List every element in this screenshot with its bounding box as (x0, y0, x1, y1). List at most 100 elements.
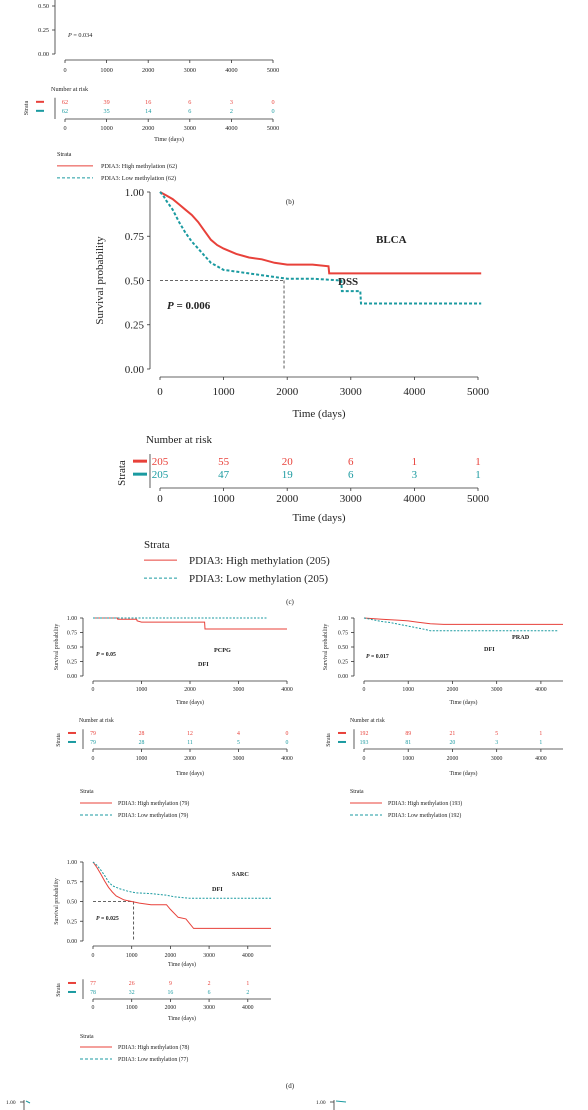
legend-title: Strata (80, 789, 94, 795)
risk-count-high: 12 (187, 731, 193, 737)
risk-count-low: 1 (539, 740, 542, 746)
risk-count-high: 0 (286, 731, 289, 737)
risk-table-title: Number at risk (51, 86, 89, 93)
risk-count-low: 1 (475, 469, 481, 481)
legend-high-label: PDIA3: High methylation (62) (101, 163, 177, 170)
x-tick-label: 1000 (213, 386, 236, 398)
chart-title: PCPG (214, 647, 231, 654)
legend-high-label: PDIA3: High methylation (79) (118, 800, 189, 807)
x-tick-label: 3000 (184, 67, 196, 74)
risk-table-title: Number at risk (79, 718, 114, 724)
risk-x-tick-label: 2000 (184, 756, 196, 762)
risk-x-tick-label: 0 (363, 756, 366, 762)
risk-count-low: 205 (152, 469, 169, 481)
risk-x-tick-label: 1000 (100, 125, 112, 132)
risk-x-tick-label: 4000 (535, 756, 547, 762)
risk-x-tick-label: 2000 (142, 125, 154, 132)
risk-count-high: 6 (188, 99, 191, 106)
x-tick-label: 1000 (126, 953, 138, 959)
risk-count-high: 55 (218, 456, 230, 468)
risk-count-low: 11 (187, 740, 193, 746)
x-tick-label: 3000 (233, 687, 245, 693)
risk-x-tick-label: 4000 (225, 125, 237, 132)
x-tick-label: 4000 (281, 687, 293, 693)
x-tick-label: 3000 (340, 386, 363, 398)
risk-x-tick-label: 0 (157, 493, 163, 505)
p-symbol: P (67, 32, 72, 39)
risk-count-low: 62 (62, 108, 68, 115)
y-tick-label: 1.00 (67, 860, 77, 866)
y-axis-label: Survival probability (54, 878, 60, 925)
risk-strata-label: Strata (23, 101, 30, 116)
y-axis-label: Survival probability (323, 624, 329, 671)
risk-x-axis-label: Time (days) (450, 770, 478, 777)
legend-high-label: PDIA3: High methylation (205) (189, 555, 330, 567)
p-value-number: = 0.05 (100, 652, 116, 658)
legend-title: Strata (144, 539, 170, 551)
risk-x-tick-label: 3000 (184, 125, 196, 132)
chart-subtitle: DFI (198, 661, 209, 668)
x-tick-label: 1000 (402, 687, 414, 693)
risk-x-tick-label: 3000 (491, 756, 503, 762)
risk-count-high: 2 (208, 981, 211, 987)
risk-count-high: 4 (237, 731, 240, 737)
x-tick-label: 5000 (467, 386, 490, 398)
y-tick-label: 0.00 (67, 674, 77, 680)
legend-title: Strata (57, 151, 72, 158)
risk-x-tick-label: 2000 (276, 493, 299, 505)
p-symbol: P (96, 652, 100, 658)
risk-count-low: 3 (412, 469, 418, 481)
risk-count-high: 0 (271, 99, 274, 106)
risk-x-tick-label: 2000 (447, 756, 459, 762)
y-tick-label: 0.50 (338, 645, 348, 651)
p-value-number: = 0.006 (174, 300, 211, 312)
x-tick-label: 0 (92, 687, 95, 693)
p-value-label: P = 0.006 (167, 300, 211, 312)
high-methylation-curve (159, 191, 482, 275)
legend-low-label: PDIA3: Low methylation (62) (101, 175, 176, 182)
bottom-right-ytick-label: 1.00 (316, 1100, 326, 1106)
risk-count-low: 14 (145, 108, 151, 115)
risk-strata-label: Strata (326, 733, 332, 747)
panel-label: (b) (286, 198, 295, 206)
risk-x-tick-label: 4000 (403, 493, 426, 505)
risk-x-tick-label: 3000 (233, 756, 245, 762)
y-tick-label: 1.00 (125, 187, 145, 199)
risk-count-low: 0 (286, 740, 289, 746)
risk-count-high: 5 (495, 731, 498, 737)
risk-count-low: 78 (90, 990, 96, 996)
legend-low-label: PDIA3: Low methylation (192) (388, 812, 461, 819)
risk-count-high: 3 (230, 99, 233, 106)
bottom-left-curve-stub (25, 1100, 31, 1104)
y-tick-label: 0.25 (67, 919, 77, 925)
y-tick-label: 0.75 (67, 631, 77, 637)
risk-x-tick-label: 0 (63, 125, 66, 132)
y-tick-label: 0.25 (125, 320, 145, 332)
y-axis-label: Survival probability (54, 624, 60, 671)
x-tick-label: 2000 (276, 386, 299, 398)
y-tick-label: 0.00 (67, 939, 77, 945)
risk-count-high: 28 (139, 731, 145, 737)
p-value-label: P = 0.034 (67, 32, 92, 39)
x-tick-label: 2000 (447, 687, 459, 693)
risk-x-tick-label: 1000 (136, 756, 148, 762)
y-tick-label: 0.00 (125, 364, 145, 376)
bottom-left-ytick-label: 1.00 (6, 1100, 16, 1106)
y-tick-label: 0.50 (125, 275, 145, 287)
y-tick-label: 0.00 (38, 51, 49, 58)
p-value-number: = 0.034 (72, 32, 93, 39)
p-value-label: P = 0.025 (96, 916, 119, 922)
y-tick-label: 0.75 (338, 631, 348, 637)
legend-title: Strata (80, 1034, 94, 1040)
risk-x-tick-label: 1000 (126, 1005, 138, 1011)
risk-count-high: 26 (129, 981, 135, 987)
risk-count-high: 20 (282, 456, 294, 468)
risk-count-low: 193 (360, 740, 369, 746)
x-tick-label: 0 (92, 953, 95, 959)
risk-count-high: 1 (246, 981, 249, 987)
risk-count-high: 1 (412, 456, 418, 468)
legend-low-label: PDIA3: Low methylation (79) (118, 812, 188, 819)
risk-count-low: 79 (90, 740, 96, 746)
high-methylation-curve (92, 861, 271, 929)
